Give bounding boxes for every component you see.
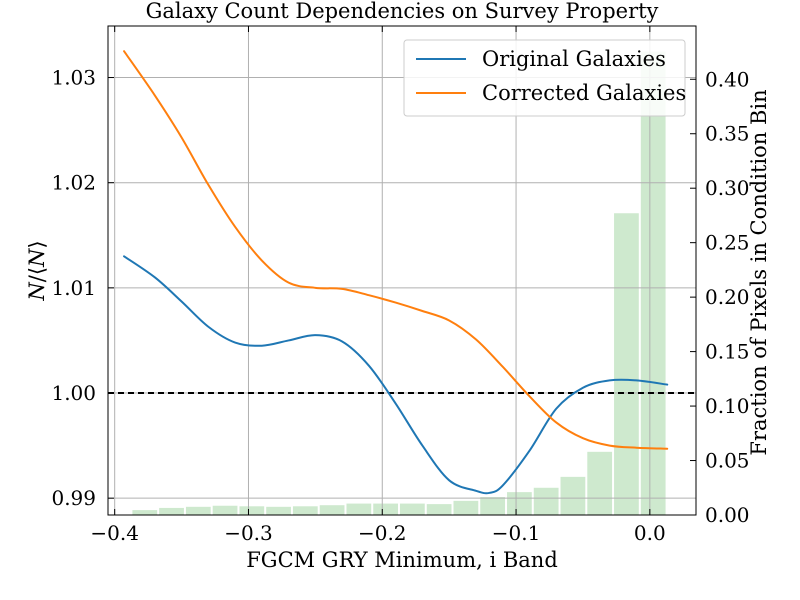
histogram-bar: [212, 505, 238, 515]
x-tick-label: −0.1: [492, 521, 541, 545]
data-series: [123, 50, 669, 495]
histogram-bar: [480, 497, 506, 515]
histogram-bar: [587, 451, 613, 515]
histogram-bar: [399, 503, 425, 515]
histogram-bar: [614, 213, 639, 515]
y-right-tick-label: 0.20: [705, 285, 750, 309]
axis-ticks: −0.4 −0.3 −0.2 −0.1 0.0 0.99 1.00 1.01 1.02 1.03 0…: [51, 26, 750, 545]
histogram-bar: [453, 500, 479, 515]
x-tick-label: −0.3: [224, 521, 273, 545]
chart-title: Galaxy Count Dependencies on Survey Prop…: [146, 0, 659, 23]
y-tick-label: 1.00: [51, 381, 96, 405]
plot-frame: [107, 25, 697, 516]
y-right-tick-label: 0.15: [705, 340, 750, 364]
histogram-bar: [239, 506, 265, 515]
histogram-bar: [373, 503, 398, 515]
histogram-bar: [132, 510, 158, 515]
histogram-bar: [640, 51, 666, 516]
y-tick-label: 1.03: [51, 66, 96, 90]
y-tick-label: 1.02: [51, 171, 96, 195]
histogram-bar: [185, 506, 211, 515]
series-line-corrected: [123, 50, 669, 450]
histogram-bar: [426, 504, 452, 515]
y-right-tick-label: 0.25: [705, 231, 750, 255]
legend-label: Corrected Galaxies: [482, 81, 686, 105]
legend: Original Galaxies Corrected Galaxies: [403, 39, 686, 117]
y-right-tick-label: 0.05: [705, 449, 750, 473]
y-tick-label: 0.99: [51, 486, 96, 510]
histogram-bars: [132, 51, 666, 516]
legend-box: [403, 39, 686, 117]
y-right-tick-label: 0.00: [705, 503, 750, 527]
y-axis-label: N/⟨N⟩: [25, 240, 49, 301]
x-tick-label: −0.4: [90, 521, 139, 545]
y-right-axis-label: Fraction of Pixels in Condition Bin: [747, 89, 771, 455]
histogram-bar: [533, 487, 559, 515]
y-right-tick-label: 0.30: [705, 176, 750, 200]
histogram-bar: [319, 505, 345, 515]
series-line-original: [123, 255, 669, 495]
histogram-bar: [560, 476, 586, 515]
histogram-bar: [266, 506, 291, 515]
x-tick-label: −0.2: [358, 521, 407, 545]
histogram-bar: [292, 506, 318, 515]
legend-label: Original Galaxies: [482, 47, 666, 71]
y-right-tick-label: 0.40: [705, 67, 750, 91]
y-right-tick-label: 0.35: [705, 122, 750, 146]
histogram-bar: [507, 492, 532, 515]
histogram-bar: [346, 503, 372, 515]
y-right-tick-label: 0.10: [705, 394, 750, 418]
x-axis-label: FGCM GRY Minimum, i Band: [246, 548, 558, 572]
histogram-bar: [159, 507, 184, 515]
x-tick-label: 0.0: [634, 521, 666, 545]
y-tick-label: 1.01: [51, 276, 96, 300]
